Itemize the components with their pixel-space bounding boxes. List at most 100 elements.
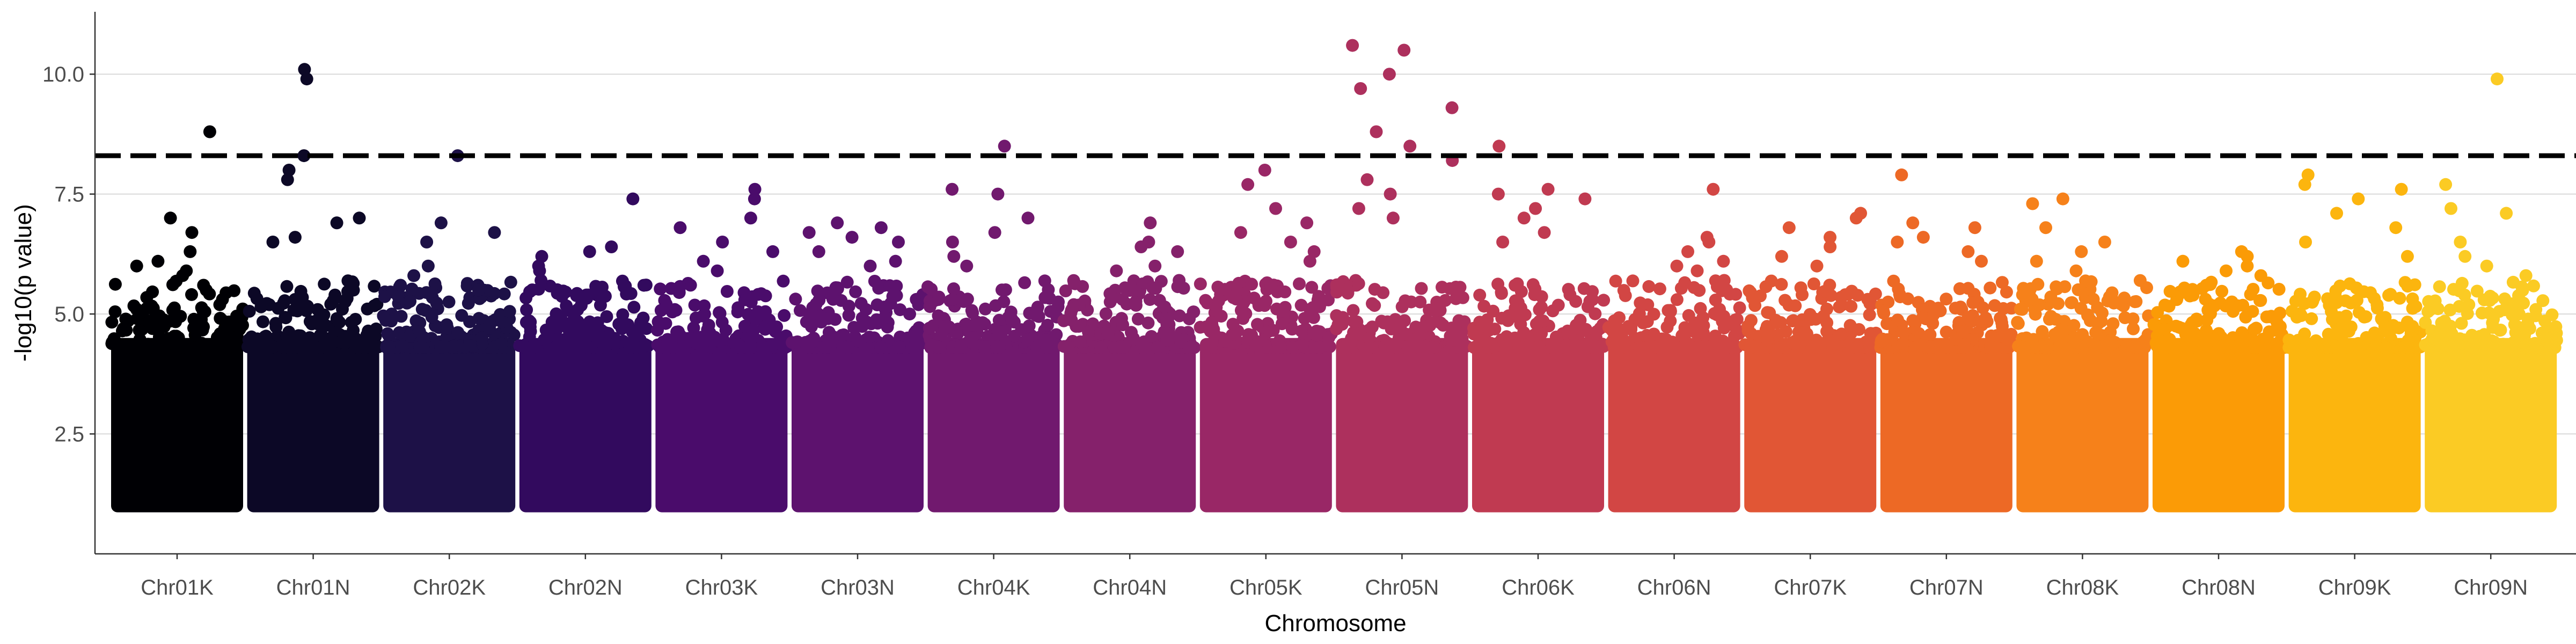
data-point — [1696, 311, 1710, 324]
data-point — [1322, 331, 1336, 344]
y-tick-label: 10.0 — [42, 63, 84, 86]
data-point — [2290, 310, 2303, 324]
data-point — [1499, 340, 1513, 354]
data-point — [1437, 319, 1450, 332]
data-point — [1018, 276, 1031, 289]
data-point — [1851, 289, 1864, 302]
data-point — [1730, 312, 1744, 326]
data-point — [2270, 315, 2284, 328]
y-tick-label: 7.5 — [54, 183, 84, 207]
data-point — [1022, 319, 1036, 333]
data-point — [1110, 264, 1123, 277]
data-point — [1571, 321, 1584, 335]
data-point — [2250, 341, 2263, 354]
data-point — [313, 328, 327, 342]
data-point — [1698, 339, 1711, 353]
data-point — [2200, 313, 2214, 327]
data-point — [1208, 334, 1221, 347]
data-point — [464, 339, 477, 352]
data-point — [2406, 302, 2419, 315]
data-point — [2545, 308, 2559, 321]
data-point — [1423, 319, 1437, 332]
dense-point-mass — [2016, 338, 2149, 513]
data-point — [280, 280, 294, 293]
data-point — [2129, 295, 2143, 308]
data-point — [1769, 313, 1782, 327]
data-point — [818, 341, 832, 354]
data-point — [1532, 340, 1546, 353]
data-point — [1414, 321, 1427, 335]
data-point — [1538, 226, 1551, 239]
data-point — [2344, 339, 2357, 352]
data-point — [631, 324, 645, 338]
data-point — [1330, 309, 1343, 323]
data-point — [560, 299, 573, 312]
data-point — [1059, 284, 1072, 297]
data-point — [1160, 315, 1174, 328]
data-point — [420, 286, 433, 299]
data-point — [1807, 277, 1820, 290]
data-point — [2500, 207, 2513, 220]
data-point — [2212, 327, 2226, 340]
data-point — [2215, 284, 2229, 298]
x-tick-label: Chr03K — [685, 576, 758, 599]
data-point — [744, 338, 757, 352]
data-point — [2158, 323, 2171, 336]
data-point — [874, 221, 888, 235]
data-point — [2127, 322, 2140, 335]
data-point — [1021, 333, 1034, 347]
data-point — [1144, 216, 1157, 230]
data-point — [836, 328, 849, 342]
data-point — [2075, 341, 2089, 354]
data-point — [409, 314, 423, 327]
data-point — [1038, 274, 1051, 288]
data-point — [1578, 192, 1592, 206]
data-point — [694, 331, 707, 344]
data-point — [990, 340, 1004, 353]
data-point — [2288, 341, 2301, 354]
data-point — [1445, 101, 1459, 114]
data-point — [1794, 281, 1807, 295]
data-point — [1286, 341, 1299, 354]
data-point — [912, 298, 925, 311]
x-tick-label: Chr03N — [821, 576, 895, 599]
data-point — [2200, 279, 2213, 292]
data-point — [1208, 306, 1221, 319]
data-point — [1901, 292, 1914, 305]
data-point — [831, 282, 844, 295]
data-point — [170, 340, 183, 354]
data-point — [1642, 280, 1656, 293]
data-point — [2352, 192, 2365, 206]
data-point — [1346, 39, 1359, 52]
data-point — [1453, 281, 1467, 294]
data-point — [2438, 314, 2451, 328]
data-point — [224, 319, 237, 333]
data-point — [2353, 306, 2366, 319]
data-point — [151, 254, 165, 268]
dense-point-mass — [1472, 338, 1604, 513]
data-point — [2516, 336, 2529, 349]
data-point — [1702, 236, 1716, 248]
data-point — [2236, 298, 2250, 312]
data-point — [1729, 288, 1743, 301]
data-point — [2464, 341, 2477, 354]
data-point — [1384, 187, 1397, 201]
data-point — [878, 311, 891, 324]
data-point — [1927, 308, 1941, 321]
data-point — [254, 300, 268, 313]
data-point — [1131, 312, 1145, 326]
data-point — [196, 304, 210, 318]
data-point — [1300, 216, 1314, 230]
data-point — [1975, 254, 1988, 268]
data-point — [1996, 302, 2010, 315]
data-point — [598, 331, 612, 345]
data-point — [1693, 284, 1706, 297]
data-point — [1715, 284, 1729, 297]
data-point — [2176, 254, 2190, 268]
data-point — [989, 299, 1002, 312]
data-point — [661, 336, 675, 350]
data-point — [2106, 317, 2120, 331]
data-point — [1891, 313, 1904, 327]
data-point — [535, 274, 548, 287]
data-point — [2485, 334, 2498, 347]
